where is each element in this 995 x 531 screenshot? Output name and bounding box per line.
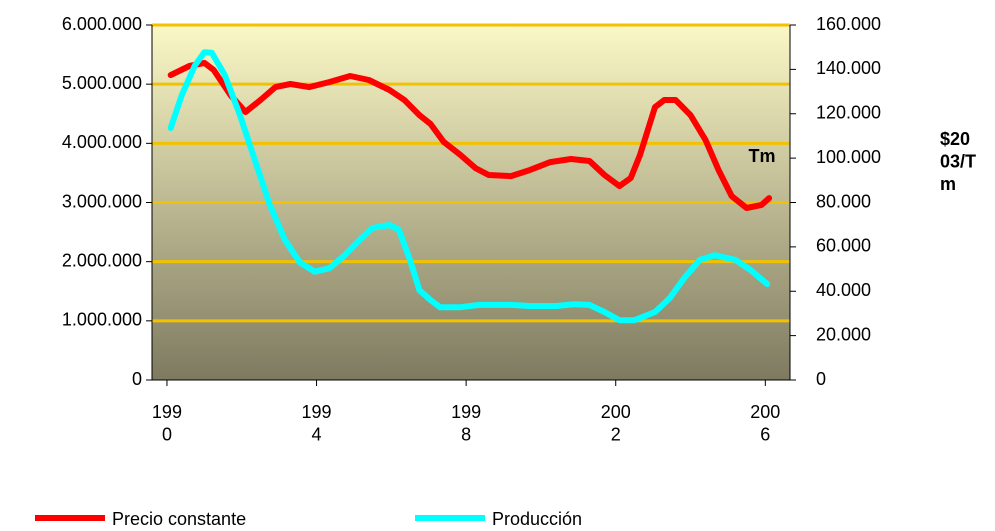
y2-tick-label: 0 [816,369,826,389]
y-tick-label: 2.000.000 [62,250,142,270]
y-tick-label: 4.000.000 [62,132,142,152]
y2-tick-label: 100.000 [816,147,881,167]
x-tick-label: 200 2 [601,402,631,445]
x-tick-label: 199 0 [152,402,182,445]
y2-axis-label: $20 03/T m [940,129,976,194]
y-tick-label: 6.000.000 [62,14,142,34]
y2-tick-label: 160.000 [816,14,881,34]
line [167,49,771,324]
y2-tick-label: 140.000 [816,58,881,78]
legend-label: Producción [492,509,582,529]
y2-tick-label: 80.000 [816,191,871,211]
y-tick-label: 3.000.000 [62,191,142,211]
y-axis-label: Tm [749,146,776,166]
x-tick-label: 199 8 [451,402,481,445]
y2-tick-label: 120.000 [816,103,881,123]
line [167,59,773,211]
x-tick-label: 199 4 [302,402,332,445]
x-tick-label: 200 6 [750,402,780,445]
y-tick-label: 5.000.000 [62,73,142,93]
y-tick-label: 0 [132,369,142,389]
y2-tick-label: 60.000 [816,236,871,256]
y-tick-label: 1.000.000 [62,310,142,330]
y2-tick-label: 20.000 [816,324,871,344]
y2-tick-label: 40.000 [816,280,871,300]
legend-label: Precio constante [112,509,246,529]
